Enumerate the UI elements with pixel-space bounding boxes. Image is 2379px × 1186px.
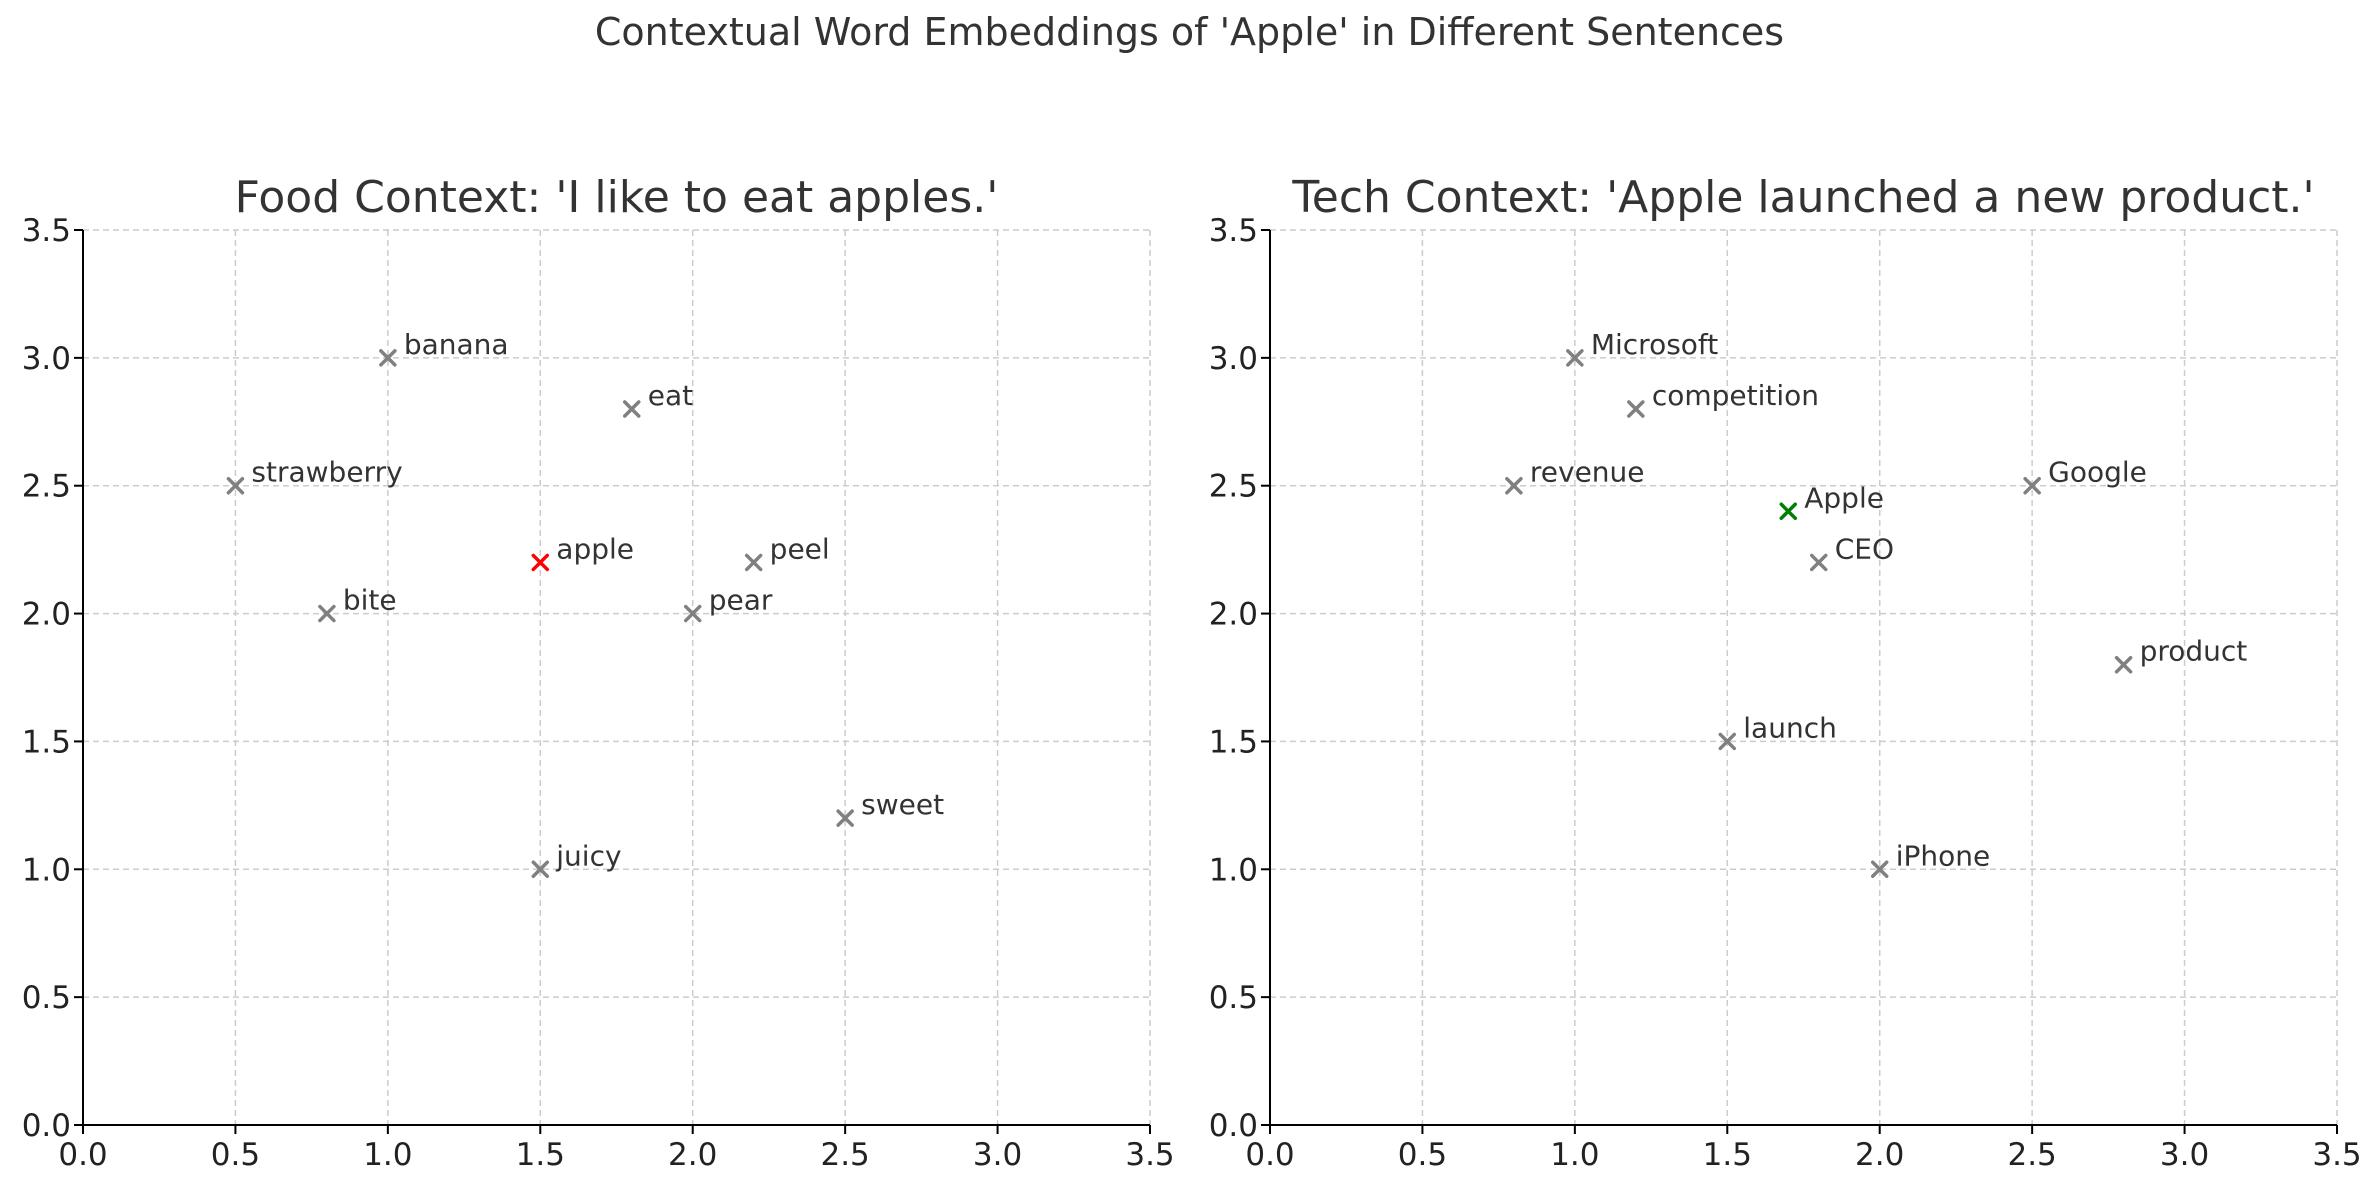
x-tick-label: 2.5 bbox=[2007, 1137, 2056, 1173]
x-tick-label: 3.0 bbox=[973, 1137, 1022, 1173]
data-point-competition bbox=[1627, 400, 1645, 418]
y-tick-label: 1.5 bbox=[1209, 724, 1258, 760]
x-tick-label: 0.0 bbox=[1245, 1137, 1294, 1173]
data-point-sweet bbox=[836, 809, 854, 827]
x-tick-label: 1.0 bbox=[1550, 1137, 1599, 1173]
data-point-launch bbox=[1718, 732, 1737, 751]
x-marker bbox=[2023, 476, 2041, 495]
data-point-ceo bbox=[1809, 553, 1828, 572]
x-marker bbox=[1779, 502, 1798, 521]
point-label: sweet bbox=[861, 788, 944, 821]
data-point-bite bbox=[318, 604, 336, 623]
x-tick-label: 0.5 bbox=[211, 1137, 260, 1173]
point-label: competition bbox=[1652, 379, 1819, 412]
data-point-strawberry bbox=[226, 476, 245, 495]
data-point-product bbox=[2114, 655, 2133, 674]
point-label: eat bbox=[648, 379, 693, 412]
x-marker bbox=[744, 553, 763, 572]
y-tick-label: 2.5 bbox=[1209, 469, 1258, 505]
y-tick-label: 2.5 bbox=[22, 469, 71, 505]
point-label: product bbox=[2140, 635, 2248, 668]
data-point-banana bbox=[379, 349, 397, 367]
x-tick-label: 2.5 bbox=[820, 1137, 869, 1173]
point-label: bite bbox=[343, 584, 397, 617]
y-tick-label: 3.5 bbox=[1209, 213, 1258, 249]
x-tick-label: 1.5 bbox=[1703, 1137, 1752, 1173]
y-tick-label: 1.0 bbox=[1209, 852, 1258, 888]
x-marker bbox=[622, 400, 641, 418]
x-tick-label: 0.0 bbox=[58, 1137, 107, 1173]
x-marker bbox=[683, 604, 702, 623]
point-label: pear bbox=[709, 584, 773, 617]
data-point-apple bbox=[1779, 502, 1798, 521]
point-label: Apple bbox=[1804, 481, 1884, 514]
y-tick-label: 0.5 bbox=[1209, 980, 1258, 1016]
x-marker bbox=[531, 860, 550, 879]
y-tick-label: 1.0 bbox=[22, 852, 71, 888]
y-tick-label: 2.0 bbox=[22, 597, 71, 633]
data-point-pear bbox=[683, 604, 702, 623]
panel-title: Food Context: 'I like to eat apples.' bbox=[235, 172, 999, 223]
point-label: iPhone bbox=[1896, 839, 1991, 872]
x-marker bbox=[1627, 400, 1645, 418]
point-label: CEO bbox=[1835, 532, 1894, 565]
data-point-apple bbox=[531, 553, 550, 572]
data-point-eat bbox=[622, 400, 641, 418]
panel-title: Tech Context: 'Apple launched a new prod… bbox=[1291, 172, 2314, 223]
point-label: Google bbox=[2048, 456, 2147, 489]
point-label: apple bbox=[556, 532, 634, 565]
y-tick-label: 3.5 bbox=[22, 213, 71, 249]
x-tick-label: 3.5 bbox=[2312, 1137, 2361, 1173]
data-point-iphone bbox=[1870, 860, 1889, 879]
point-label: peel bbox=[770, 532, 830, 565]
x-tick-label: 3.0 bbox=[2160, 1137, 2209, 1173]
point-label: Microsoft bbox=[1591, 328, 1718, 361]
x-marker bbox=[1870, 860, 1889, 879]
point-label: launch bbox=[1743, 711, 1837, 744]
data-point-microsoft bbox=[1566, 349, 1584, 367]
x-tick-label: 2.0 bbox=[668, 1137, 717, 1173]
data-point-google bbox=[2023, 476, 2041, 495]
data-point-juicy bbox=[531, 860, 550, 879]
y-tick-label: 0.0 bbox=[22, 1108, 71, 1144]
point-label: banana bbox=[404, 328, 509, 361]
figure-title: Contextual Word Embeddings of 'Apple' in… bbox=[594, 10, 1785, 54]
y-tick-label: 1.5 bbox=[22, 724, 71, 760]
point-label: strawberry bbox=[251, 456, 402, 489]
y-tick-label: 3.0 bbox=[22, 341, 71, 377]
x-marker bbox=[836, 809, 854, 827]
x-marker bbox=[226, 476, 245, 495]
x-marker bbox=[1718, 732, 1737, 751]
x-tick-label: 2.0 bbox=[1855, 1137, 1904, 1173]
point-label: juicy bbox=[555, 839, 621, 872]
y-tick-label: 2.0 bbox=[1209, 597, 1258, 633]
y-tick-label: 3.0 bbox=[1209, 341, 1258, 377]
y-tick-label: 0.5 bbox=[22, 980, 71, 1016]
chart-panel-2: 0.0 0.5 1.0 1.5 2.0 2.5 3.0 3.5 0.0 0.5 1.0 1.5 2.0 2… bbox=[1209, 172, 2362, 1173]
x-marker bbox=[379, 349, 397, 367]
x-tick-label: 0.5 bbox=[1398, 1137, 1447, 1173]
x-marker bbox=[1505, 476, 1523, 495]
x-marker bbox=[1566, 349, 1584, 367]
y-tick-label: 0.0 bbox=[1209, 1108, 1258, 1144]
point-label: revenue bbox=[1530, 456, 1645, 489]
chart-panel-1: 0.0 0.5 1.0 1.5 2.0 2.5 3.0 3.5 0.0 0.5 1.0 1.5 2.0 2… bbox=[22, 172, 1175, 1173]
data-point-peel bbox=[744, 553, 763, 572]
x-marker bbox=[531, 553, 550, 572]
x-marker bbox=[1809, 553, 1828, 572]
x-tick-label: 1.5 bbox=[516, 1137, 565, 1173]
x-marker bbox=[2114, 655, 2133, 674]
data-point-revenue bbox=[1505, 476, 1523, 495]
x-tick-label: 3.5 bbox=[1125, 1137, 1174, 1173]
x-marker bbox=[318, 604, 336, 623]
x-tick-label: 1.0 bbox=[363, 1137, 412, 1173]
